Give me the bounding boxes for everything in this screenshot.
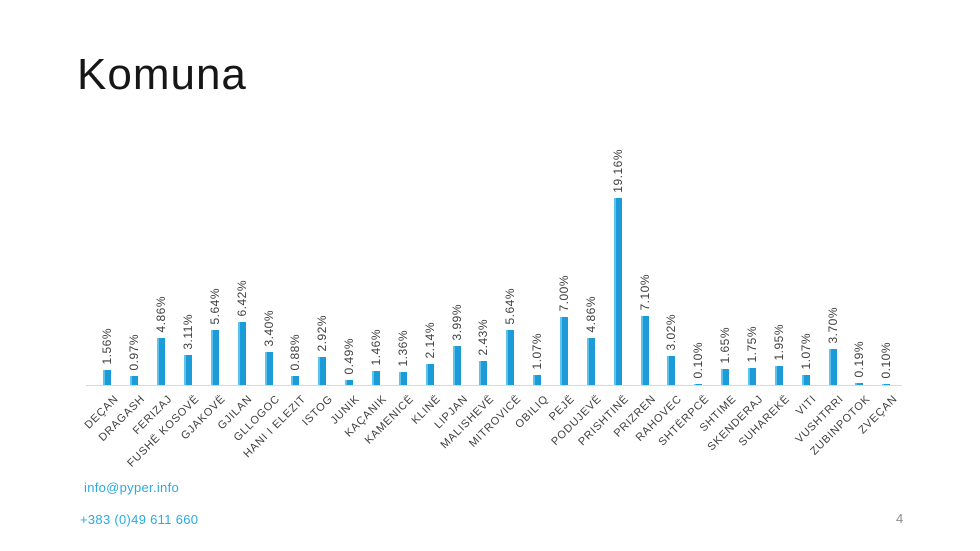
bar-value-label: 3.11%	[181, 314, 195, 350]
bar-group: 6.42% GJILAN	[216, 140, 255, 432]
bar-value-label: 1.07%	[530, 333, 545, 370]
bar[interactable]	[855, 383, 864, 385]
bar[interactable]	[721, 369, 730, 385]
bar-group: 1.36% KAMENICË	[363, 140, 417, 446]
bar-value-label: 0.88%	[288, 334, 303, 371]
page-number: 4	[896, 511, 904, 526]
bar-value-label: 0.49%	[342, 338, 357, 375]
bar-value-label: 3.40%	[261, 310, 276, 347]
bar-value-label: 0.10%	[879, 342, 894, 379]
bar-value-label: 1.95%	[771, 324, 786, 361]
bar-value-label: 1.46%	[369, 329, 384, 366]
bar-value-label: 1.07%	[798, 333, 813, 370]
bar[interactable]	[882, 384, 891, 385]
bar-value-label: 19.16%	[610, 149, 625, 193]
bar-group: 2.43% MALISHEVË	[439, 140, 497, 451]
bar[interactable]	[237, 322, 246, 385]
bar-value-label: 7.00%	[557, 275, 572, 312]
bar[interactable]	[640, 316, 649, 385]
bar[interactable]	[801, 375, 810, 385]
bar[interactable]	[667, 356, 676, 385]
bar-value-label: 2.92%	[315, 315, 330, 352]
bar-group: 0.97% DRAGASH	[97, 140, 148, 443]
bar-value-label: 3.99%	[449, 304, 464, 341]
bar-group: 1.07% VITI	[792, 140, 819, 418]
bar[interactable]	[586, 338, 595, 385]
bar-group: 0.49% JUNIK	[329, 140, 363, 426]
bar-value-label: 3.02%	[664, 314, 679, 351]
bar-value-label: 1.75%	[745, 326, 760, 363]
bar[interactable]	[372, 371, 381, 385]
bar-chart: 1.56% DEÇAN 0.97% DRAGASH 4.86% FERIZAJ 3.11% F…	[82, 140, 900, 469]
bar-group: 3.70% VUSHTRRI	[793, 140, 846, 445]
page-title: Komuna	[77, 50, 247, 99]
bar[interactable]	[103, 370, 112, 385]
bar-group: 2.92% ISTOG	[300, 140, 335, 428]
bar[interactable]	[774, 366, 783, 385]
bar[interactable]	[694, 384, 703, 385]
bar[interactable]	[264, 352, 273, 385]
bar-group: 2.14% KLINË	[409, 140, 443, 426]
bar-group: 1.46% KAÇANIK	[343, 140, 390, 439]
bar-value-label: 0.19%	[852, 341, 867, 378]
bar[interactable]	[345, 380, 354, 385]
bar[interactable]	[130, 376, 139, 385]
bar[interactable]	[613, 198, 622, 385]
email-link[interactable]: info@pyper.info	[84, 480, 180, 495]
bar-group: 19.16% PRISHTINË	[576, 140, 631, 448]
bar[interactable]	[318, 357, 327, 385]
bar-value-label: 1.56%	[100, 328, 115, 365]
bar-group: 5.64% GJAKOVË	[179, 140, 228, 442]
bar[interactable]	[210, 330, 219, 385]
bar-group: 4.86% PODUJEVË	[549, 140, 604, 447]
bar[interactable]	[425, 364, 434, 385]
bar-group: 7.00% PEJË	[547, 140, 577, 423]
bar-group: 3.11% FUSHË KOSOVË	[125, 140, 202, 469]
bar[interactable]	[157, 338, 166, 385]
bar-value-label: 1.36%	[395, 330, 410, 367]
bar-group: 1.07% OBILIQ	[513, 140, 551, 430]
bar-group: 0.10% ZVEÇAN	[856, 140, 899, 436]
bar-group: 5.64% MITROVICË	[467, 140, 524, 449]
bar-group: 0.10% SHTËRPCË	[656, 140, 711, 448]
bar-value-label: 1.65%	[718, 327, 733, 364]
bar-value-label: 5.64%	[503, 288, 518, 325]
bar[interactable]	[398, 372, 407, 385]
bar-value-label: 0.10%	[691, 342, 706, 379]
bar[interactable]	[291, 376, 300, 385]
bar-value-label: 7.10%	[637, 274, 652, 311]
bar-group: 4.86% FERIZAJ	[131, 140, 175, 437]
bar-value-label: 5.64%	[207, 288, 222, 325]
bar[interactable]	[533, 375, 542, 385]
bar-value-label: 2.14%	[422, 322, 437, 359]
bar-group: 3.99% LIPJAN	[432, 140, 470, 431]
phone-link[interactable]: +383 (0)49 611 660	[80, 512, 199, 527]
x-axis-line	[86, 385, 902, 386]
bar-value-label: 4.86%	[583, 296, 598, 333]
bar-value-label: 6.42%	[234, 280, 249, 317]
bar-group: 0.88% HANI I ELEZIT	[242, 140, 309, 460]
bar-group: 1.95% SUHAREKË	[737, 140, 793, 448]
bar[interactable]	[479, 361, 488, 385]
bar[interactable]	[828, 349, 837, 385]
bar-value-label: 4.86%	[154, 296, 169, 333]
bar-value-label: 0.97%	[127, 334, 142, 371]
bar[interactable]	[452, 346, 461, 385]
bar[interactable]	[184, 355, 192, 385]
bar-value-label: 2.43%	[476, 319, 491, 356]
bar-group: 3.02% RAHOVEC	[634, 140, 685, 443]
bar-group: 1.75% SKENDERAJ	[705, 140, 765, 453]
bar-group: 1.56% DEÇAN	[82, 140, 121, 431]
bar-value-label: 3.70%	[825, 307, 840, 344]
bar-group: 7.10% PRIZREN	[612, 140, 659, 439]
bar[interactable]	[560, 317, 569, 385]
bar-group: 3.40% GLLOGOC	[231, 140, 282, 443]
bar-group: 0.19% ZUBINPOTOK	[808, 140, 873, 457]
bar[interactable]	[748, 368, 757, 385]
bar[interactable]	[506, 330, 515, 385]
bar-group: 1.65% SHTIME	[697, 140, 738, 434]
